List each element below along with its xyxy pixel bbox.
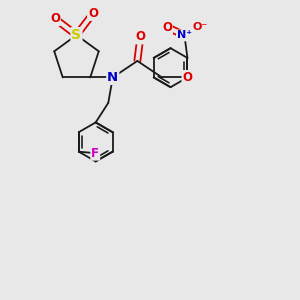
- Text: F: F: [91, 147, 99, 160]
- Text: N: N: [107, 71, 118, 84]
- Text: O: O: [50, 12, 60, 25]
- Text: O: O: [135, 30, 146, 44]
- Text: O: O: [88, 7, 98, 20]
- Text: S: S: [71, 28, 82, 42]
- Text: N⁺: N⁺: [177, 30, 192, 40]
- Text: O: O: [182, 71, 193, 84]
- Text: O: O: [162, 20, 172, 34]
- Text: O⁻: O⁻: [192, 22, 208, 32]
